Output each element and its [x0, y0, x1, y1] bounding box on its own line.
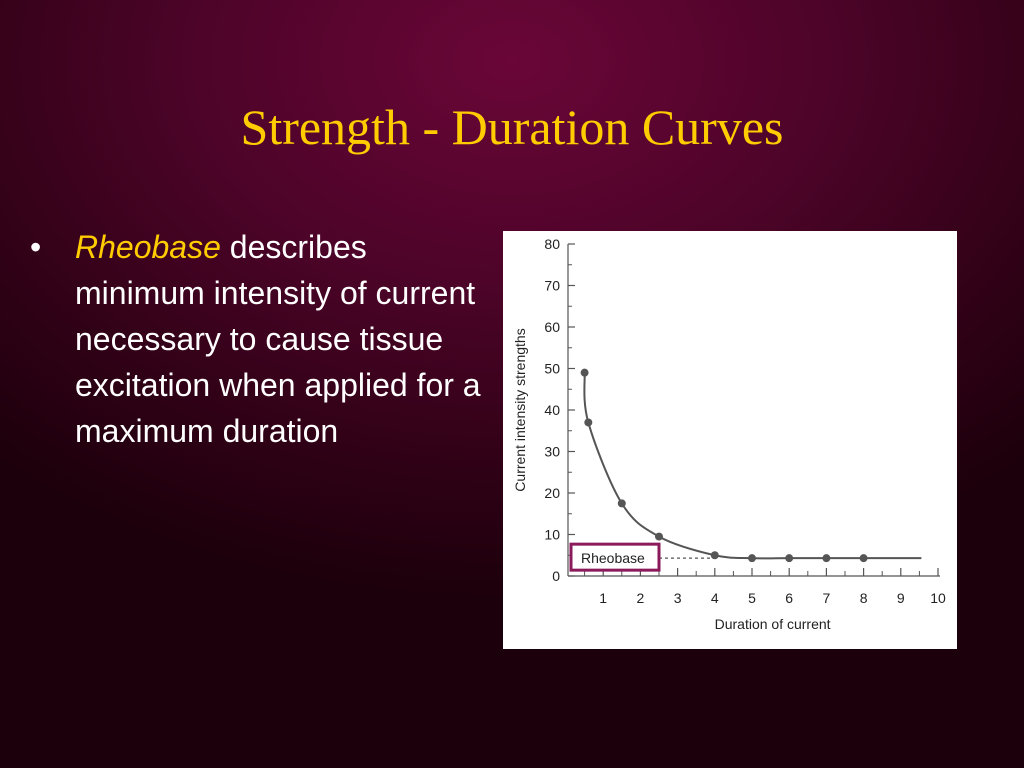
y-tick-label: 80: [544, 236, 560, 252]
data-point: [710, 551, 719, 560]
data-point: [748, 554, 756, 563]
x-tick-label: 3: [674, 590, 682, 606]
strength-duration-chart: 0 10 20 30 40 50 60 70 80 1 2 3 4 5 6 7 8 9 10 Rheobase D…: [503, 231, 957, 649]
rheobase-box: [569, 542, 661, 572]
strength-duration-curve: [583, 372, 922, 560]
x-tick-label: 6: [785, 590, 793, 606]
rheobase-label: Rheobase: [581, 550, 645, 566]
bullet-text: Rheobase describes minimum intensity of …: [75, 224, 495, 454]
y-tick-label: 30: [544, 444, 560, 460]
y-tick-label: 60: [544, 319, 560, 335]
x-tick-label: 8: [860, 590, 868, 606]
data-points: [580, 368, 868, 563]
x-tick-label: 5: [748, 590, 756, 606]
y-axis-label: Current intensity strengths: [512, 328, 528, 491]
data-point: [580, 368, 589, 377]
rheobase-term: Rheobase: [75, 229, 221, 265]
y-tick-label: 40: [544, 402, 560, 418]
y-tick-label: 20: [544, 485, 560, 501]
data-point: [655, 532, 663, 541]
slide-title: Strength - Duration Curves: [240, 99, 784, 155]
y-tick-label: 0: [552, 568, 560, 584]
x-tick-label: 4: [711, 590, 719, 606]
y-tick-label: 50: [544, 361, 560, 377]
x-tick-label: 7: [823, 590, 831, 606]
y-ticks: 0 10 20 30 40 50 60 70 80: [544, 236, 575, 584]
x-tick-label: 9: [897, 590, 905, 606]
y-tick-label: 70: [544, 278, 560, 294]
x-tick-label: 1: [599, 590, 607, 606]
x-axis-label: Duration of current: [715, 616, 831, 632]
bullet-description: describes minimum intensity of current n…: [75, 229, 481, 449]
data-point: [859, 554, 868, 563]
y-tick-label: 10: [544, 527, 560, 543]
data-point: [785, 554, 794, 563]
data-point: [584, 418, 593, 427]
data-point: [617, 499, 626, 508]
bullet-marker: •: [30, 229, 42, 265]
x-tick-label: 10: [930, 590, 946, 606]
data-point: [822, 554, 831, 563]
x-ticks: 1 2 3 4 5 6 7 8 9 10: [584, 568, 946, 606]
chart-svg: 0 10 20 30 40 50 60 70 80 1 2 3 4 5 6 7 8 9 10 Rheobase D…: [512, 236, 946, 632]
x-tick-label: 2: [637, 590, 645, 606]
